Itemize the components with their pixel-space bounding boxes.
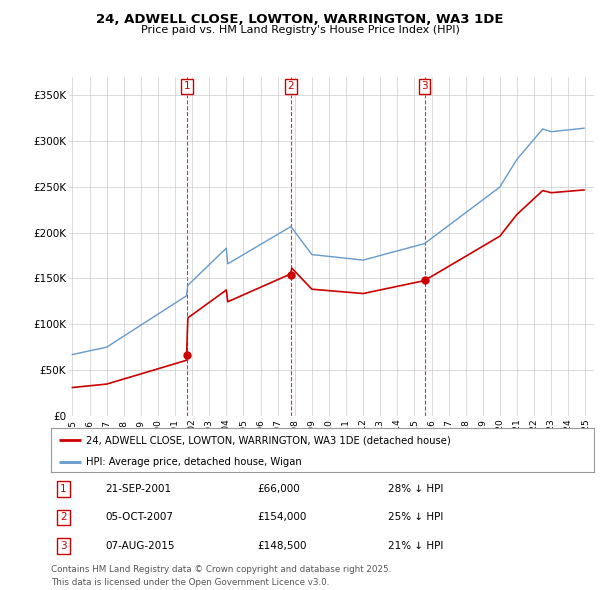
Text: 28% ↓ HPI: 28% ↓ HPI	[388, 484, 443, 494]
Text: 24, ADWELL CLOSE, LOWTON, WARRINGTON, WA3 1DE (detached house): 24, ADWELL CLOSE, LOWTON, WARRINGTON, WA…	[86, 435, 451, 445]
Text: 25% ↓ HPI: 25% ↓ HPI	[388, 513, 443, 522]
Text: 24, ADWELL CLOSE, LOWTON, WARRINGTON, WA3 1DE: 24, ADWELL CLOSE, LOWTON, WARRINGTON, WA…	[96, 13, 504, 26]
Text: 05-OCT-2007: 05-OCT-2007	[106, 513, 173, 522]
Text: £154,000: £154,000	[257, 513, 307, 522]
Text: 2: 2	[287, 81, 294, 91]
Text: 1: 1	[184, 81, 191, 91]
Text: HPI: Average price, detached house, Wigan: HPI: Average price, detached house, Wiga…	[86, 457, 302, 467]
Text: 1: 1	[60, 484, 67, 494]
Text: 3: 3	[60, 541, 67, 550]
Text: 2: 2	[60, 513, 67, 522]
Text: This data is licensed under the Open Government Licence v3.0.: This data is licensed under the Open Gov…	[51, 578, 329, 586]
Text: Contains HM Land Registry data © Crown copyright and database right 2025.: Contains HM Land Registry data © Crown c…	[51, 565, 391, 573]
Text: £148,500: £148,500	[257, 541, 307, 550]
Text: 21-SEP-2001: 21-SEP-2001	[106, 484, 172, 494]
Text: 3: 3	[421, 81, 428, 91]
Text: £66,000: £66,000	[257, 484, 300, 494]
Text: 07-AUG-2015: 07-AUG-2015	[106, 541, 175, 550]
Text: 21% ↓ HPI: 21% ↓ HPI	[388, 541, 443, 550]
Text: Price paid vs. HM Land Registry's House Price Index (HPI): Price paid vs. HM Land Registry's House …	[140, 25, 460, 35]
